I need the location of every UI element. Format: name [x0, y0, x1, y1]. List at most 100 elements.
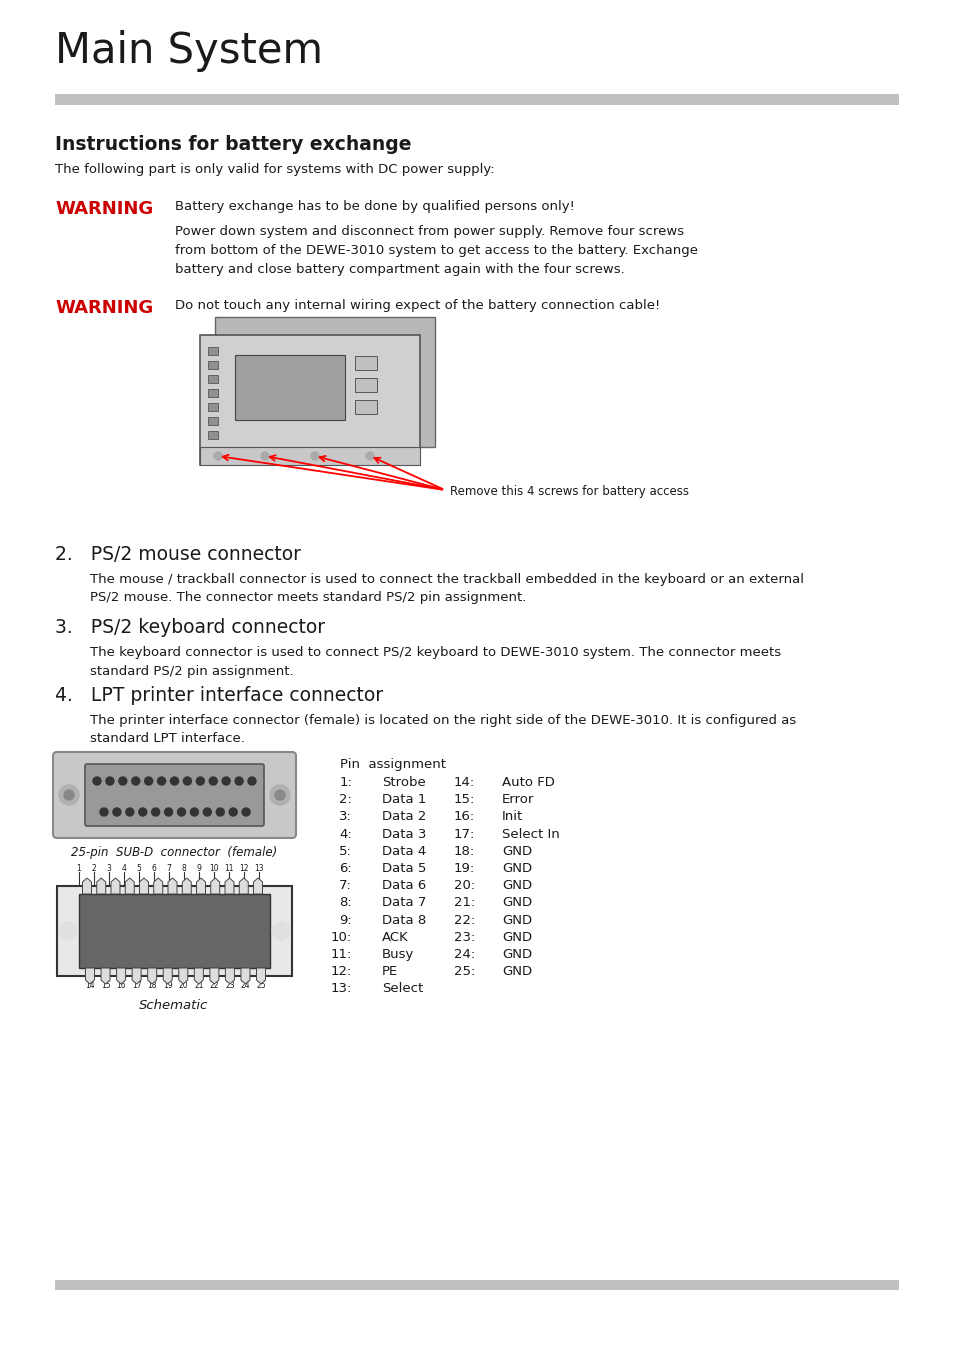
Text: 2:: 2: — [338, 793, 352, 807]
Polygon shape — [101, 969, 110, 984]
Bar — [355, 378, 376, 392]
Polygon shape — [210, 969, 218, 984]
Bar — [55, 1279, 898, 1290]
Circle shape — [59, 921, 77, 940]
Polygon shape — [111, 878, 120, 894]
Text: Do not touch any internal wiring expect of the battery connection cable!: Do not touch any internal wiring expect … — [174, 299, 659, 312]
Text: 23: 23 — [225, 981, 234, 990]
Circle shape — [261, 453, 269, 459]
Polygon shape — [225, 969, 234, 984]
Text: 7:: 7: — [338, 880, 352, 892]
Text: Battery exchange has to be done by qualified persons only!: Battery exchange has to be done by quali… — [174, 200, 575, 213]
Text: 4: 4 — [121, 865, 127, 873]
Text: GND: GND — [501, 948, 532, 961]
Circle shape — [171, 777, 178, 785]
Bar — [208, 376, 218, 382]
Text: 25: 25 — [256, 981, 266, 990]
Text: Strobe: Strobe — [381, 775, 425, 789]
Text: 23:: 23: — [453, 931, 475, 944]
Text: Power down system and disconnect from power supply. Remove four screws
from bott: Power down system and disconnect from po… — [174, 226, 698, 276]
Text: 6:: 6: — [339, 862, 352, 875]
Circle shape — [112, 808, 121, 816]
Polygon shape — [182, 878, 191, 894]
Polygon shape — [194, 969, 203, 984]
Polygon shape — [116, 969, 126, 984]
Text: 15:: 15: — [453, 793, 475, 807]
Bar — [208, 403, 218, 411]
Text: 16: 16 — [116, 981, 126, 990]
Text: 22:: 22: — [453, 913, 475, 927]
Text: 17:: 17: — [453, 828, 475, 840]
Text: PE: PE — [381, 965, 397, 978]
Text: 25-pin  SUB-D  connector  (female): 25-pin SUB-D connector (female) — [71, 846, 276, 859]
Text: 3.   PS/2 keyboard connector: 3. PS/2 keyboard connector — [55, 617, 325, 638]
Polygon shape — [125, 878, 134, 894]
Text: 20:: 20: — [454, 880, 475, 892]
Circle shape — [132, 777, 139, 785]
Text: Data 1: Data 1 — [381, 793, 426, 807]
Text: Busy: Busy — [381, 948, 414, 961]
Text: 7: 7 — [167, 865, 172, 873]
Text: GND: GND — [501, 897, 532, 909]
Bar — [55, 95, 898, 105]
Text: 3: 3 — [107, 865, 112, 873]
Circle shape — [229, 808, 237, 816]
Text: 21: 21 — [193, 981, 203, 990]
Text: 5:: 5: — [338, 844, 352, 858]
Text: Data 4: Data 4 — [381, 844, 426, 858]
Bar — [355, 357, 376, 370]
Circle shape — [272, 921, 290, 940]
Text: 10: 10 — [209, 865, 218, 873]
Text: 25:: 25: — [453, 965, 475, 978]
Text: 12:: 12: — [331, 965, 352, 978]
Circle shape — [209, 777, 217, 785]
Circle shape — [145, 777, 152, 785]
Circle shape — [92, 777, 101, 785]
Text: The keyboard connector is used to connect PS/2 keyboard to DEWE-3010 system. The: The keyboard connector is used to connec… — [90, 646, 781, 677]
Polygon shape — [148, 969, 156, 984]
Text: Schematic: Schematic — [139, 998, 209, 1012]
Polygon shape — [96, 878, 106, 894]
Text: Data 5: Data 5 — [381, 862, 426, 875]
Text: 15: 15 — [101, 981, 111, 990]
Text: GND: GND — [501, 913, 532, 927]
Circle shape — [216, 808, 224, 816]
Text: 8:: 8: — [339, 897, 352, 909]
Text: Data 7: Data 7 — [381, 897, 426, 909]
Text: 19: 19 — [163, 981, 172, 990]
Polygon shape — [153, 878, 163, 894]
Text: 18: 18 — [148, 981, 156, 990]
Text: 11: 11 — [224, 865, 233, 873]
Bar — [200, 335, 419, 465]
Text: Data 3: Data 3 — [381, 828, 426, 840]
Circle shape — [100, 808, 108, 816]
Text: 8: 8 — [181, 865, 186, 873]
Polygon shape — [86, 969, 94, 984]
Text: Pin  assignment: Pin assignment — [339, 758, 446, 771]
Text: 20: 20 — [178, 981, 188, 990]
FancyBboxPatch shape — [85, 765, 264, 825]
Bar — [208, 347, 218, 355]
Text: 10:: 10: — [331, 931, 352, 944]
Text: GND: GND — [501, 862, 532, 875]
Polygon shape — [211, 878, 219, 894]
Text: Select: Select — [381, 982, 423, 996]
Circle shape — [138, 808, 147, 816]
Text: Main System: Main System — [55, 30, 323, 72]
Text: Select In: Select In — [501, 828, 559, 840]
Text: Data 6: Data 6 — [381, 880, 426, 892]
Circle shape — [270, 785, 290, 805]
Text: WARNING: WARNING — [55, 200, 153, 218]
Circle shape — [157, 777, 166, 785]
FancyBboxPatch shape — [53, 753, 295, 838]
Polygon shape — [132, 969, 141, 984]
Circle shape — [59, 785, 79, 805]
Polygon shape — [163, 969, 172, 984]
Polygon shape — [225, 878, 233, 894]
Bar — [208, 417, 218, 426]
Text: 1: 1 — [76, 865, 81, 873]
Text: Data 8: Data 8 — [381, 913, 426, 927]
Circle shape — [196, 777, 204, 785]
Polygon shape — [178, 969, 188, 984]
Text: 21:: 21: — [453, 897, 475, 909]
